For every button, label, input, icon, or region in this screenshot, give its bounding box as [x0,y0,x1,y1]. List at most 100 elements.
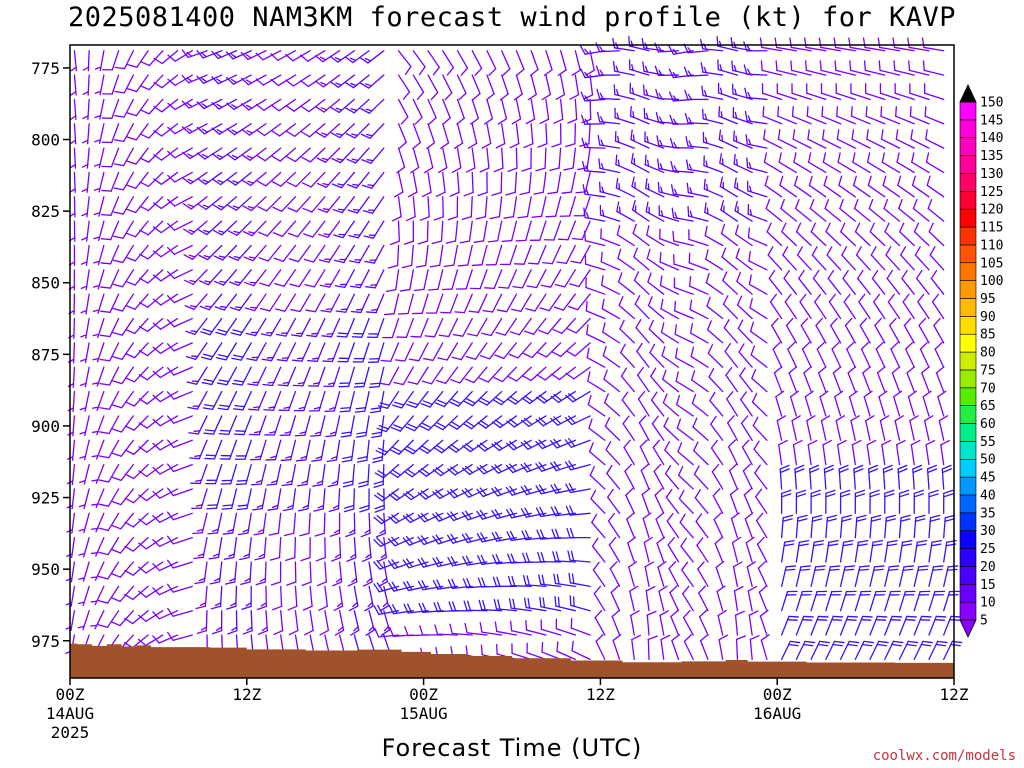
wind-barb [643,536,653,563]
wind-barb [684,89,709,101]
wind-barb [272,220,297,237]
wind-barb [335,293,356,313]
wind-barb [473,220,488,243]
wind-barb [884,514,897,539]
wind-barb [717,59,739,76]
wind-barb [588,418,606,441]
wind-barb [233,415,252,436]
wind-barb [783,269,798,295]
wind-barb [405,415,429,432]
wind-barb [405,196,416,222]
wind-barb [872,293,886,320]
wind-barb [919,341,930,368]
wind-barb [152,293,179,306]
wind-barb [623,439,635,466]
wind-barb [467,123,478,149]
wind-barb [212,220,238,236]
wind-barb [167,196,193,207]
wind-barb [197,220,223,236]
wind-barb [724,342,739,368]
wind-barb [682,609,694,636]
wind-barb [204,439,223,460]
wind-barb [417,488,444,500]
colorbar-label: 90 [980,310,996,325]
wind-barb [90,512,105,533]
wind-barb [99,415,120,435]
wind-barb [111,439,135,457]
wind-barb [92,342,105,363]
wind-barb [825,489,836,514]
wind-barb [94,98,105,120]
wind-barb [732,561,743,587]
wind-barb [870,246,886,271]
wind-barb [323,366,341,387]
wind-barb [925,152,945,174]
credit-link[interactable]: coolwx.com/models [872,748,1016,764]
x-tick-label: 00Z [409,685,438,704]
wind-barb [595,65,621,76]
wind-barb [78,537,90,558]
wind-barb [251,463,267,486]
wind-barb [113,123,135,143]
wind-barb [100,220,120,241]
wind-barb [354,390,370,413]
colorbar-segment [959,137,977,156]
wind-barb [657,181,680,198]
wind-barb [99,390,120,410]
wind-barb [67,439,76,461]
wind-barb [98,512,120,532]
wind-barb [513,74,523,101]
wind-barb [441,269,459,291]
wind-barb [512,269,532,289]
wind-barb [273,610,284,636]
wind-barb [780,590,798,612]
plot-frame [69,44,955,679]
wind-barb [550,506,577,517]
wind-barb [806,83,827,101]
wind-barb [662,393,680,417]
wind-barb [285,537,297,561]
wind-barb [356,439,370,463]
wind-barb [289,269,311,288]
wind-barb [112,269,135,288]
wind-barb [800,317,812,344]
wind-barb [931,293,945,320]
wind-barb [212,196,238,211]
wind-barb [801,341,812,368]
wind-barb [235,463,252,486]
colorbar-label: 25 [980,542,996,557]
wind-barb [613,84,635,101]
wind-barb [432,488,459,500]
wind-barb [397,293,414,315]
wind-barb [819,60,842,76]
wind-barb [734,224,753,247]
wind-barb [412,74,425,101]
wind-barb [358,463,370,488]
wind-barb [803,366,812,393]
wind-barb [462,415,488,430]
wind-barb [167,583,193,593]
wind-barb [619,319,635,344]
wind-barb [591,537,606,563]
wind-barb [538,317,562,335]
wind-barb [568,572,591,587]
wind-barb [787,341,798,368]
wind-barb [701,108,724,125]
wind-barb [190,463,208,485]
wind-barb [639,439,650,466]
wind-barb [479,147,490,173]
wind-barb [312,463,326,487]
wind-barb [197,196,223,211]
wind-barb [70,74,77,96]
wind-barb [523,123,534,149]
wind-barb [795,615,814,636]
wind-barb [278,390,297,412]
wind-barb [831,341,842,368]
wind-barb [271,123,297,137]
wind-barb [685,159,709,174]
wind-barb [689,322,709,344]
wind-barb [598,158,621,174]
wind-barb [569,595,591,612]
wind-barb [288,220,311,238]
wind-barb [112,293,135,312]
